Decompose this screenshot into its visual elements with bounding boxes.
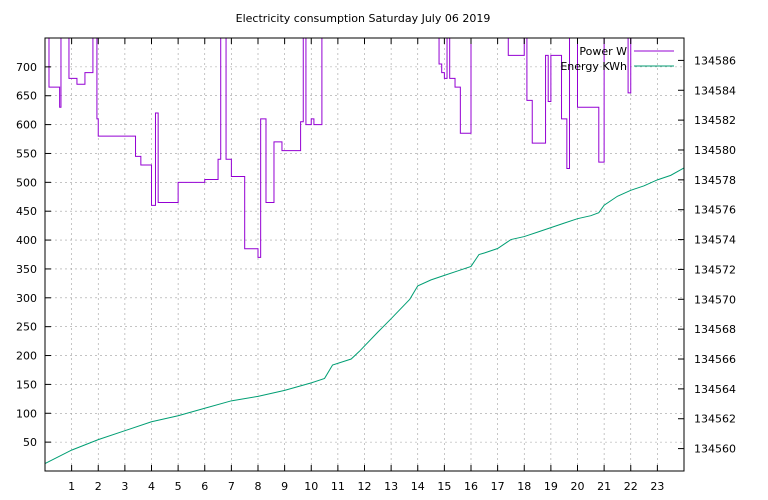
y-tick-label: 350 [16, 263, 37, 276]
x-tick-label: 14 [411, 480, 425, 493]
y2-tick-label: 134584 [694, 84, 736, 97]
x-tick-label: 18 [517, 480, 531, 493]
y2-tick-label: 134576 [694, 204, 736, 217]
y2-tick-label: 134582 [694, 114, 736, 127]
y-axis-left: 50 100 150 200 250 300 350 400 450 500 550 600 650 70… [16, 61, 51, 449]
y-tick-label: 200 [16, 350, 37, 363]
y2-tick-label: 134574 [694, 234, 736, 247]
x-tick-label: 6 [201, 480, 208, 493]
x-tick-label: 13 [384, 480, 398, 493]
x-tick-label: 10 [304, 480, 318, 493]
y-tick-label: 550 [16, 147, 37, 160]
y-tick-label: 700 [16, 61, 37, 74]
x-tick-label: 5 [175, 480, 182, 493]
series-line-1 [45, 167, 684, 464]
x-tick-label: 2 [95, 480, 102, 493]
y-axis-right: 134560 134562 134564 134566 134568 134570 1345… [678, 54, 736, 456]
x-tick-label: 4 [148, 480, 155, 493]
y2-tick-label: 134580 [694, 144, 736, 157]
y-tick-label: 250 [16, 321, 37, 334]
y2-tick-label: 134578 [694, 174, 736, 187]
y-tick-label: 450 [16, 205, 37, 218]
x-tick-label: 11 [331, 480, 345, 493]
x-tick-label: 19 [544, 480, 558, 493]
x-tick-label: 3 [121, 480, 128, 493]
y2-tick-label: 134562 [694, 413, 736, 426]
y-tick-label: 400 [16, 234, 37, 247]
x-tick-label: 7 [228, 480, 235, 493]
y-tick-label: 300 [16, 292, 37, 305]
x-tick-label: 20 [571, 480, 585, 493]
x-tick-label: 12 [358, 480, 372, 493]
series-layer [45, 38, 684, 464]
legend-label: Power W [579, 45, 627, 58]
x-tick-label: 16 [464, 480, 478, 493]
y-tick-label: 500 [16, 176, 37, 189]
y-tick-label: 650 [16, 90, 37, 103]
x-tick-label: 17 [491, 480, 505, 493]
y-tick-label: 600 [16, 119, 37, 132]
y2-tick-label: 134568 [694, 323, 736, 336]
x-tick-label: 8 [255, 480, 262, 493]
x-axis: 1 2 3 4 5 6 7 8 9 10 11 12 13 14 15 16 17 18 19 20 21 22 23 [68, 38, 664, 493]
y2-tick-label: 134564 [694, 383, 736, 396]
chart-title: Electricity consumption Saturday July 06… [236, 12, 491, 25]
legend-label: Energy KWh [560, 60, 627, 73]
y-tick-label: 100 [16, 407, 37, 420]
x-tick-label: 15 [437, 480, 451, 493]
grid [45, 38, 684, 471]
x-tick-label: 9 [281, 480, 288, 493]
y-tick-label: 150 [16, 378, 37, 391]
x-tick-label: 22 [624, 480, 638, 493]
y2-tick-label: 134570 [694, 293, 736, 306]
y2-tick-label: 134572 [694, 263, 736, 276]
x-tick-label: 1 [68, 480, 75, 493]
y2-tick-label: 134566 [694, 353, 736, 366]
y2-tick-label: 134586 [694, 54, 736, 67]
x-tick-label: 23 [650, 480, 664, 493]
series-line-0 [46, 38, 682, 258]
legend: Power W Energy KWh [560, 45, 674, 73]
y-tick-label: 50 [23, 436, 37, 449]
x-tick-label: 21 [597, 480, 611, 493]
y2-tick-label: 134560 [694, 443, 736, 456]
